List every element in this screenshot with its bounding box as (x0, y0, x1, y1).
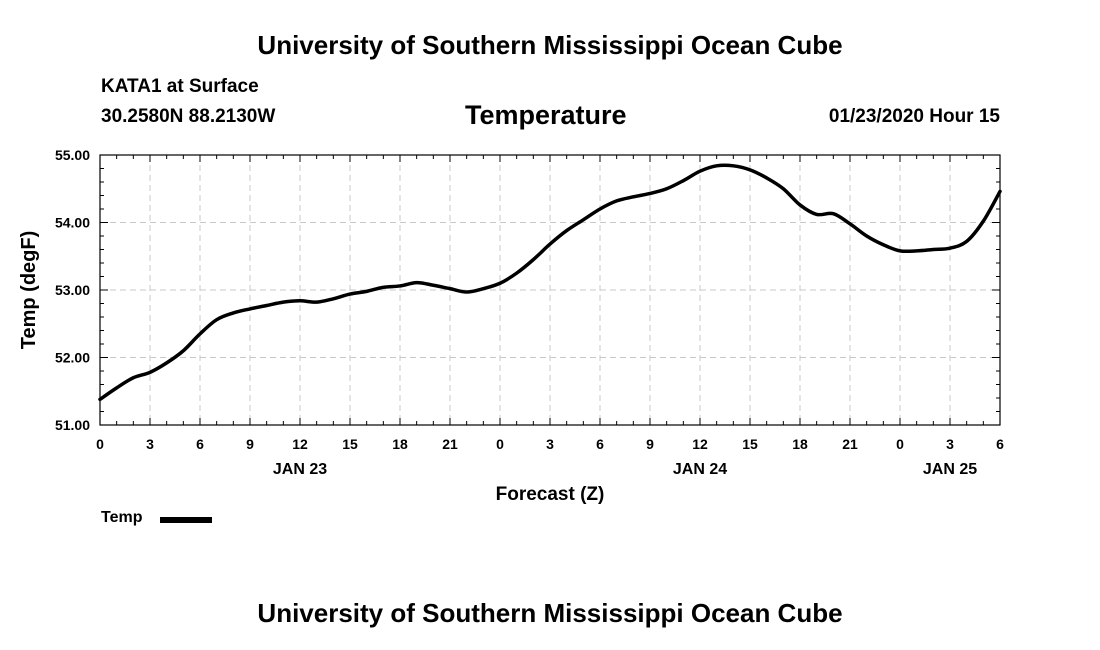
x-axis-title: Forecast (Z) (496, 484, 605, 505)
x-tick-label: 15 (742, 436, 758, 452)
x-tick-label: 6 (196, 436, 204, 452)
plot-title: Temperature (465, 100, 627, 130)
x-tick-label: 3 (146, 436, 154, 452)
station-coordinates: 30.2580N 88.2130W (101, 106, 276, 127)
x-tick-label: 12 (292, 436, 308, 452)
x-tick-label: 6 (596, 436, 604, 452)
x-tick-label: 21 (842, 436, 858, 452)
page-title: University of Southern Mississippi Ocean… (257, 30, 843, 60)
y-tick-label: 52.00 (55, 350, 90, 366)
date-label: JAN 23 (273, 461, 327, 478)
x-tick-label: 12 (692, 436, 708, 452)
x-tick-label: 21 (442, 436, 458, 452)
x-tick-label: 0 (496, 436, 504, 452)
legend-label: Temp (101, 509, 143, 526)
y-tick-label: 53.00 (55, 282, 90, 298)
x-tick-label: 18 (392, 436, 408, 452)
date-label: JAN 24 (673, 461, 727, 478)
axis-tick-labels: 0 3 6 9 12 15 18 21 0 3 6 9 12 15 18 21 0 3 6 51.00 52.00 53.… (55, 147, 1004, 478)
station-name: KATA1 at Surface (101, 76, 259, 97)
y-tick-label: 51.00 (55, 417, 90, 433)
x-tick-label: 6 (996, 436, 1004, 452)
x-tick-label: 0 (896, 436, 904, 452)
grid-lines (100, 155, 1000, 425)
y-tick-label: 54.00 (55, 215, 90, 231)
x-tick-label: 9 (246, 436, 254, 452)
x-tick-label: 0 (96, 436, 104, 452)
date-label: JAN 25 (923, 461, 977, 478)
axis-ticks (99, 154, 1001, 426)
x-tick-label: 9 (646, 436, 654, 452)
y-tick-label: 55.00 (55, 147, 90, 163)
x-tick-label: 3 (546, 436, 554, 452)
footer-title: University of Southern Mississippi Ocean… (257, 598, 843, 628)
series-layer (98, 163, 1002, 402)
x-tick-label: 3 (946, 436, 954, 452)
x-tick-label: 15 (342, 436, 358, 452)
y-axis-title: Temp (degF) (18, 231, 40, 350)
valid-time: 01/23/2020 Hour 15 (828, 106, 1000, 127)
x-tick-label: 18 (792, 436, 808, 452)
temp-series-line (98, 163, 1002, 402)
